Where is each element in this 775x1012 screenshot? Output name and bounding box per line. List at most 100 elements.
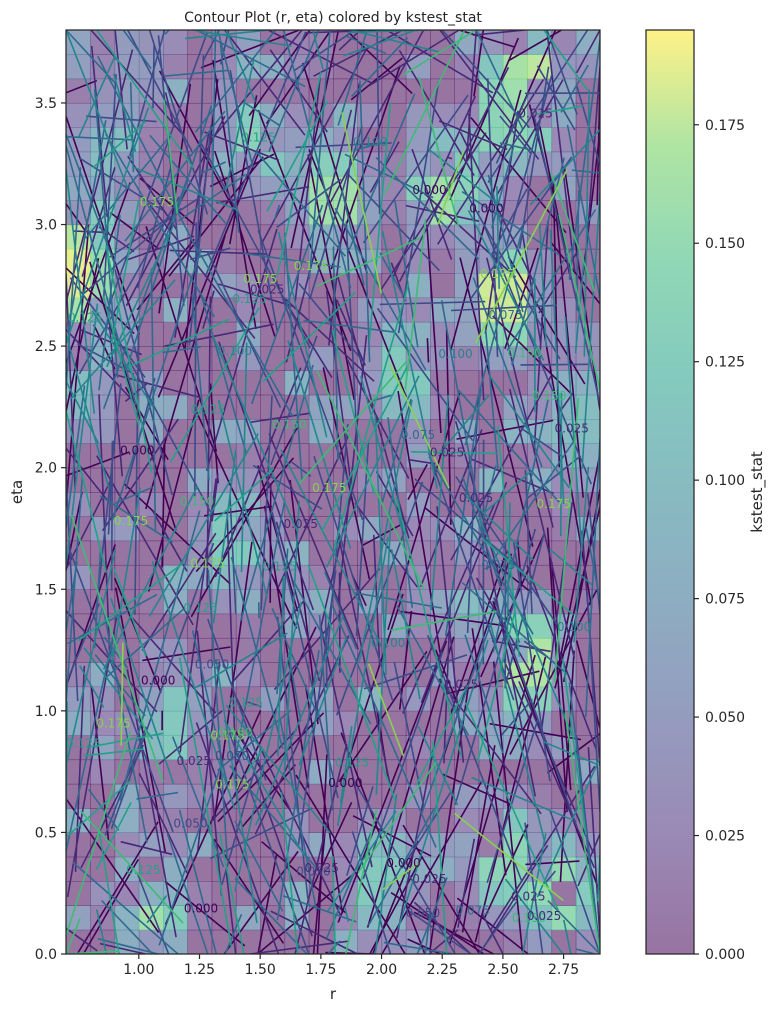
heatmap-cell xyxy=(260,419,286,444)
heatmap-cell xyxy=(138,881,164,906)
contour-line xyxy=(191,294,210,481)
contour-line xyxy=(426,338,430,363)
y-axis: 0.0 0.5 1.0 1.5 2.0 2.5 3.0 3.5 xyxy=(35,96,66,963)
contour-line xyxy=(312,30,324,70)
contour-line xyxy=(549,809,600,954)
contour-line xyxy=(219,41,240,233)
contour-line xyxy=(559,392,563,537)
contour-line xyxy=(325,375,420,568)
contour-line xyxy=(509,589,598,755)
contour-line xyxy=(166,833,209,954)
contour-line xyxy=(436,506,465,763)
contour-line xyxy=(110,597,175,785)
contour-line xyxy=(66,203,87,232)
contour-line xyxy=(263,505,310,788)
contour-line xyxy=(298,637,348,766)
heatmap-cell xyxy=(284,492,310,517)
contour-line xyxy=(151,560,236,810)
chart-title: Contour Plot (r, eta) colored by kstest_… xyxy=(184,10,482,26)
contour-line xyxy=(123,483,231,585)
contour-line xyxy=(320,626,373,868)
contour-line xyxy=(320,365,409,533)
contour-line xyxy=(247,701,262,708)
contour-line xyxy=(225,869,237,954)
contour-line xyxy=(277,231,328,438)
contour-line xyxy=(347,93,416,252)
colorbar-tick-label: 0.175 xyxy=(705,118,745,134)
contour-line xyxy=(341,112,383,294)
contour-line xyxy=(66,273,76,490)
contour-line xyxy=(234,878,308,954)
contour-line xyxy=(221,746,263,885)
contour-line xyxy=(331,329,375,494)
contour-line xyxy=(225,59,255,190)
contour-line xyxy=(214,367,302,578)
contour-line xyxy=(337,640,448,923)
contour-line xyxy=(224,914,243,954)
contour-line xyxy=(178,173,247,222)
contour-line xyxy=(440,300,484,535)
contour-line xyxy=(110,487,141,665)
contour-line xyxy=(213,150,276,337)
contour-line xyxy=(101,899,154,954)
heatmap-cell xyxy=(90,516,116,542)
contour-line xyxy=(102,485,199,670)
contour-line xyxy=(257,854,278,954)
contour-line xyxy=(294,77,321,302)
contour-line xyxy=(480,537,574,616)
heatmap-cell xyxy=(138,492,164,517)
contour-line xyxy=(128,318,230,368)
contour-line xyxy=(194,632,288,689)
contour-line xyxy=(283,500,300,776)
contour-label: 0.175 xyxy=(140,195,174,209)
contour-line xyxy=(211,474,219,522)
contour-line xyxy=(67,593,158,645)
contour-line xyxy=(88,788,120,831)
contour-line xyxy=(475,30,524,131)
contour-line xyxy=(78,665,105,708)
contour-line xyxy=(318,615,334,811)
contour-line xyxy=(119,510,201,801)
contour-line xyxy=(349,593,404,755)
contour-line xyxy=(268,30,320,152)
contour-line xyxy=(115,587,167,853)
contour-line xyxy=(103,636,129,669)
contour-line xyxy=(130,616,217,714)
heatmap-cell xyxy=(430,273,455,299)
contour-line xyxy=(546,30,576,272)
contour-label: 0.125 xyxy=(335,755,369,769)
contour-line xyxy=(270,335,318,466)
contour-line xyxy=(383,941,454,954)
contour-line xyxy=(107,440,115,535)
contour-line xyxy=(218,832,245,954)
contour-line xyxy=(97,55,200,254)
contour-line xyxy=(66,303,99,566)
contour-line xyxy=(344,906,350,922)
heatmap-cell xyxy=(430,370,455,396)
contour-line xyxy=(382,862,419,891)
contour-line xyxy=(472,30,525,36)
contour-line xyxy=(223,719,306,857)
contour-line xyxy=(146,895,168,924)
contour-line xyxy=(271,608,318,713)
contour-line xyxy=(234,601,303,892)
contour-line xyxy=(225,30,256,103)
contour-line xyxy=(66,224,90,507)
contour-line xyxy=(95,383,122,613)
contour-line xyxy=(346,786,374,876)
heatmap-cell xyxy=(235,297,261,323)
heatmap-cell xyxy=(381,564,407,590)
contour-line xyxy=(97,937,159,954)
contour-line xyxy=(169,307,260,463)
contour-line xyxy=(134,325,140,615)
contour-line xyxy=(276,72,322,276)
contour-line xyxy=(230,556,284,749)
contour-line xyxy=(521,833,547,954)
contour-line xyxy=(200,30,300,69)
contour-line xyxy=(497,426,520,657)
contour-line xyxy=(92,121,146,169)
plot-area: 0.0500.1250.1500.1750.1500.1000.0000.125… xyxy=(65,29,601,955)
contour-line xyxy=(562,658,587,836)
contour-line xyxy=(376,30,381,215)
